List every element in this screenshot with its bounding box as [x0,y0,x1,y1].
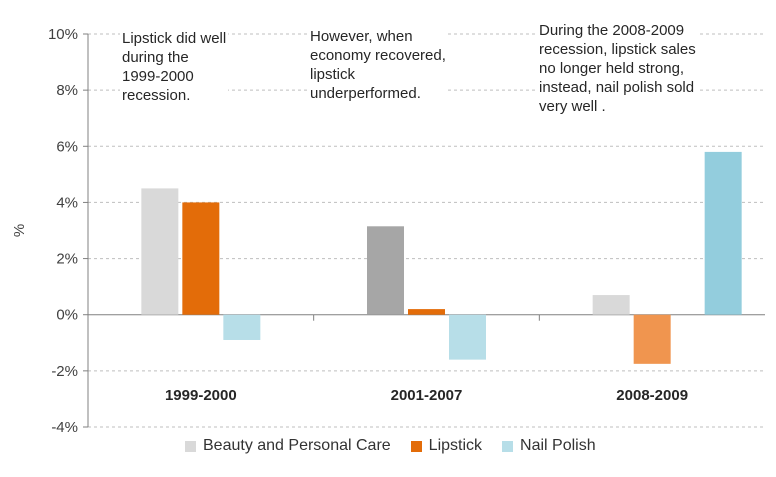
legend-label-beauty: Beauty and Personal Care [203,437,391,454]
bar [704,151,742,315]
bar [633,314,671,364]
annotation-line: economy recovered, [310,47,446,64]
legend-item-lipstick: Lipstick [410,437,483,455]
bar [367,226,404,315]
y-tick-label: -4% [51,419,78,436]
legend-label-nail-polish: Nail Polish [520,437,596,454]
legend-item-nail-polish: Nail Polish [502,437,596,455]
legend-label-lipstick: Lipstick [428,437,483,454]
bar [223,314,261,340]
category-label: 1999-2000 [165,387,237,404]
legend-item-beauty: Beauty and Personal Care [185,437,391,455]
legend: Beauty and Personal Care Lipstick Nail P… [185,435,616,457]
y-tick-label: 8% [56,82,78,99]
category-label: 2008-2009 [616,387,688,404]
legend-swatch-beauty [185,440,196,452]
annotation-line: during the [122,49,189,66]
legend-swatch-nail-polish [502,440,514,452]
annotation-line: During the 2008-2009 [539,22,685,39]
bar [182,202,220,315]
annotation-line: underperformed. [310,85,421,102]
category-label: 2001-2007 [391,387,463,404]
y-axis-label: % [11,224,28,237]
annotation-line: recession. [122,87,191,104]
annotation-line: very well . [539,98,606,115]
y-tick-label: -2% [51,363,78,380]
bar [141,188,179,315]
annotation-1999-2000: Lipstick did well during the 1999-2000 r… [120,29,229,105]
annotation-line: recession, lipstick sales [539,41,696,58]
annotation-line: lipstick [310,66,356,83]
bar [592,295,630,315]
annotation-line: no longer held strong, [539,60,685,77]
annotation-line: 1999-2000 [122,68,194,85]
y-tick-label: 2% [56,251,78,268]
y-tick-label: 6% [56,138,78,155]
legend-swatch-lipstick [410,440,422,452]
y-tick-label: 4% [56,194,78,211]
bar [408,309,445,315]
annotation-line: Lipstick did well [122,30,227,47]
annotation-2008-2009: During the 2008-2009 recession, lipstick… [537,21,698,116]
bar [449,314,486,360]
annotation-2001-2007: However, when economy recovered, lipstic… [308,27,448,103]
y-tick-label: 10% [48,26,78,43]
annotation-line: instead, nail polish sold [539,79,695,96]
y-tick-label: 0% [56,307,78,324]
annotation-line: However, when [310,28,413,45]
